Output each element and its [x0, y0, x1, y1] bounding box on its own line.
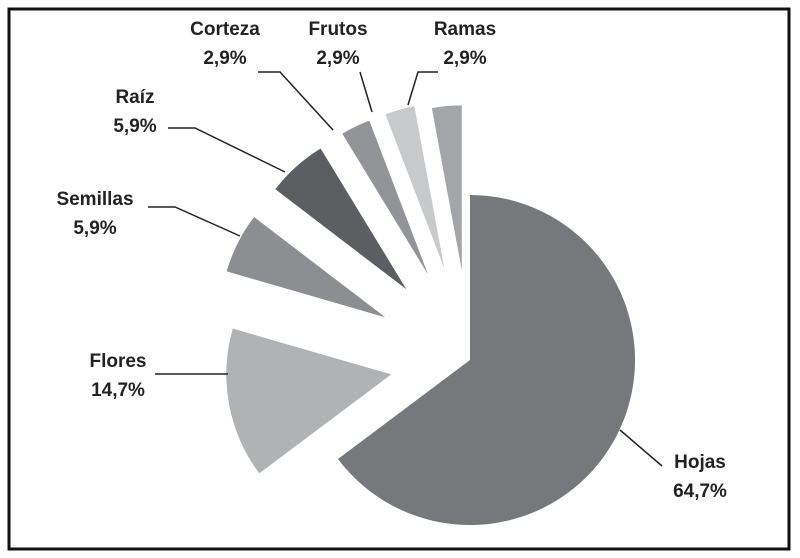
slice-label: Raíz [115, 87, 154, 108]
slice-label: Flores [89, 351, 146, 372]
frame [7, 7, 791, 551]
slice-value-label: 64,7% [673, 481, 727, 502]
leader-line [407, 71, 438, 106]
pie-slice [431, 105, 462, 271]
slice-value-label: 5,9% [73, 218, 116, 239]
slice-label: Semillas [56, 189, 133, 210]
leader-line [359, 71, 373, 113]
pie-slice [275, 148, 407, 290]
slice-label: Corteza [190, 19, 260, 40]
pie-slice [226, 217, 386, 318]
leader-line [148, 206, 241, 237]
leader-line [258, 71, 334, 131]
slice-label: Hojas [674, 452, 726, 473]
slice-value-label: 14,7% [91, 380, 145, 401]
slice-value-label: 5,9% [113, 116, 156, 137]
leader-line [619, 429, 663, 467]
slice-value-label: 2,9% [443, 48, 486, 69]
slice-label: Frutos [308, 19, 367, 40]
pie-slice [337, 195, 636, 525]
slice-label: Ramas [434, 19, 496, 40]
pie-slice [385, 106, 445, 269]
slice-value-label: 2,9% [203, 48, 246, 69]
pie-slice [226, 328, 392, 474]
pie-slice [342, 120, 429, 275]
slice-value-label: 2,9% [316, 48, 359, 69]
leader-line [168, 127, 286, 173]
